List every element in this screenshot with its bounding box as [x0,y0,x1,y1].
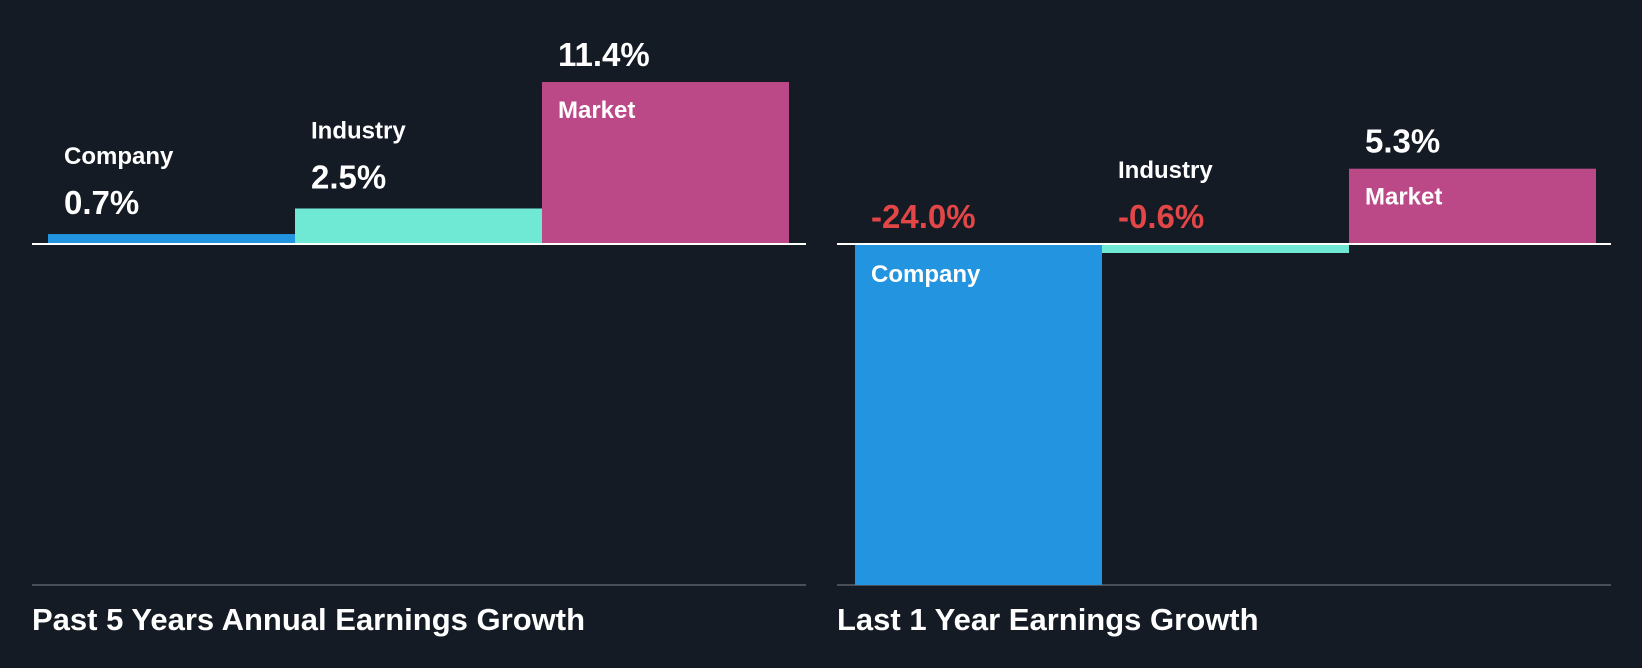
category-label-industry-past-5-years: Industry [311,117,406,144]
bar-company-past-5-years [48,234,295,244]
category-label-market-last-1-year: Market [1365,184,1442,211]
category-label-company-past-5-years: Company [64,143,174,170]
bar-market-last-1-year [1349,168,1596,244]
bar-company-last-1-year [855,244,1102,585]
bar-market-past-5-years [542,82,789,245]
category-label-industry-last-1-year: Industry [1118,157,1213,184]
chart-title-past-5-years: Past 5 Years Annual Earnings Growth [32,602,586,637]
panel-last-1-year: Company -24.0% Industry -0.6% Market 5.3% [837,123,1611,586]
value-label-company-last-1-year: -24.0% [871,198,976,235]
value-label-company-past-5-years: 0.7% [64,184,139,221]
bar-industry-past-5-years [295,208,542,244]
value-label-market-last-1-year: 5.3% [1365,123,1440,160]
chart-title-last-1-year: Last 1 Year Earnings Growth [837,602,1259,637]
value-label-industry-last-1-year: -0.6% [1118,198,1204,235]
panel-past-5-years: Company 0.7% Industry 2.5% Market 11.4% [32,36,806,586]
value-label-industry-past-5-years: 2.5% [311,158,386,195]
value-label-market-past-5-years: 11.4% [558,36,650,73]
category-label-market-past-5-years: Market [558,97,635,124]
category-label-company-last-1-year: Company [871,261,981,288]
bar-industry-last-1-year [1102,244,1349,253]
